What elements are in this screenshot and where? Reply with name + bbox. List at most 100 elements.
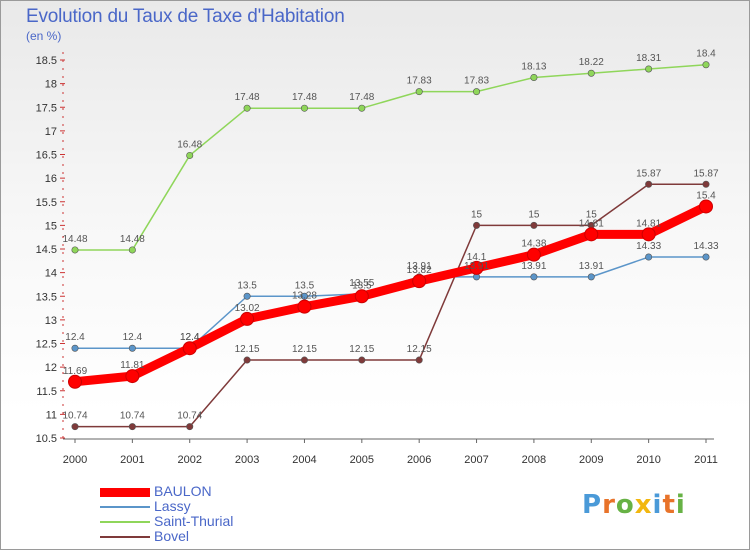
data-point [243, 356, 251, 364]
data-label: 13.28 [292, 291, 317, 302]
data-label: 12.4 [123, 332, 143, 343]
data-label: 15.87 [636, 168, 661, 179]
chart-title: Evolution du Taux de Taxe d'Habitation [26, 6, 345, 27]
data-point [473, 88, 481, 96]
data-point [415, 88, 423, 96]
logo-letter: i [675, 490, 686, 520]
legend-swatch [100, 487, 150, 497]
data-point [243, 104, 251, 112]
series-baulon [68, 199, 713, 389]
data-label: 17.83 [407, 76, 432, 87]
data-label: 13.91 [579, 261, 604, 272]
y-tick-label: 18.5 [36, 55, 57, 67]
data-label: 15 [528, 209, 540, 220]
series-lassy [71, 253, 710, 352]
data-label: 17.83 [464, 76, 489, 87]
data-point [125, 369, 140, 384]
data-label: 13.55 [349, 278, 374, 289]
data-label: 14.48 [62, 234, 87, 245]
logo-letter: r [602, 490, 616, 520]
x-tick-label: 2004 [292, 454, 316, 466]
data-label: 10.74 [62, 411, 87, 422]
series-line [74, 183, 707, 428]
data-label: 12.15 [349, 344, 374, 355]
y-tick-label: 13.5 [36, 291, 57, 303]
x-tick-label: 2006 [407, 454, 431, 466]
x-tick-label: 2001 [120, 454, 144, 466]
legend-swatch [100, 521, 150, 523]
data-point [71, 246, 79, 254]
data-point [71, 423, 79, 431]
logo-letter: t [662, 490, 676, 520]
data-point [128, 423, 136, 431]
legend-label: Bovel [154, 528, 190, 544]
x-tick-label: 2009 [579, 454, 603, 466]
x-tick-label: 2005 [350, 454, 374, 466]
data-point [415, 356, 423, 364]
data-point [300, 356, 308, 364]
data-point [469, 260, 484, 275]
data-label: 10.74 [177, 411, 202, 422]
data-label: 18.4 [696, 49, 716, 60]
y-tick-label: 10.5 [36, 433, 57, 445]
data-point [702, 180, 710, 188]
data-point [240, 311, 255, 326]
legend-swatch [100, 506, 150, 508]
data-point [128, 246, 136, 254]
y-tick-label: 14.5 [36, 244, 57, 256]
logo-letter: o [615, 490, 635, 520]
y-tick-label: 15.5 [36, 197, 57, 209]
series-bovel [71, 180, 710, 431]
data-point [641, 227, 656, 242]
data-label: 13.5 [295, 280, 315, 291]
data-point [587, 69, 595, 77]
x-tick-label: 2008 [522, 454, 546, 466]
y-tick-label: 16 [45, 173, 57, 185]
data-point [584, 227, 599, 242]
data-point [71, 344, 79, 352]
data-label: 14.38 [521, 239, 546, 250]
data-label: 14.1 [467, 252, 487, 263]
y-tick-label: 11 [46, 409, 57, 421]
data-label: 14.33 [636, 241, 661, 252]
y-tick-label: 16.5 [36, 150, 57, 162]
data-point [702, 253, 710, 261]
data-point [530, 273, 538, 281]
data-label: 14.81 [579, 218, 604, 229]
logo-letter: x [634, 490, 653, 520]
proxiti-logo: Proxiti [582, 490, 686, 520]
data-point [530, 73, 538, 81]
data-label: 14.48 [120, 234, 145, 245]
data-label: 14.33 [693, 241, 718, 252]
y-axis-unit: (en %) [26, 29, 62, 43]
y-tick-label: 18 [45, 79, 57, 91]
y-tick-label: 12 [45, 362, 57, 374]
data-label: 17.48 [349, 92, 374, 103]
series-line [74, 256, 707, 349]
data-point [297, 299, 312, 314]
data-point [300, 104, 308, 112]
data-point [645, 180, 653, 188]
legend-swatch [100, 536, 150, 538]
data-point [186, 423, 194, 431]
data-label: 13.91 [521, 261, 546, 272]
data-point [182, 341, 197, 356]
legend-label: Lassy [154, 498, 191, 514]
legend-label: BAULON [154, 483, 212, 499]
data-label: 17.48 [235, 92, 260, 103]
data-point [354, 289, 369, 304]
data-label: 13.91 [407, 261, 432, 272]
data-label: 13.5 [237, 280, 257, 291]
x-tick-label: 2007 [464, 454, 488, 466]
y-tick-label: 17.5 [36, 102, 57, 114]
data-label: 14.81 [636, 218, 661, 229]
x-tick-label: 2000 [63, 454, 87, 466]
data-label: 10.74 [120, 411, 145, 422]
data-label: 15 [471, 209, 483, 220]
logo-letter: i [652, 490, 663, 520]
y-tick-label: 12.5 [36, 339, 57, 351]
data-label: 18.31 [636, 53, 661, 64]
data-label: 18.13 [521, 61, 546, 72]
data-point [526, 247, 541, 262]
